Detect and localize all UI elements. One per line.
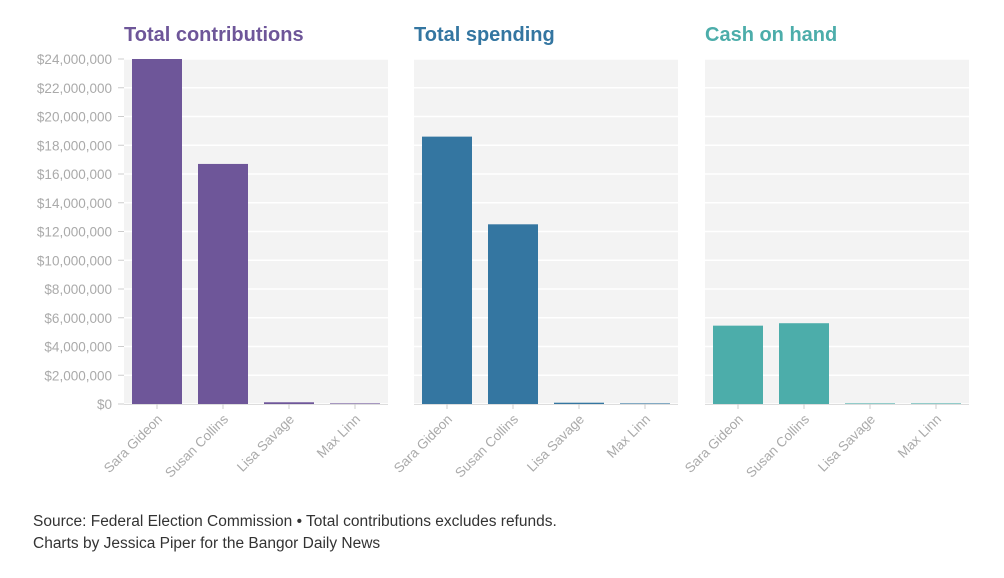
bar (330, 403, 380, 404)
bar (198, 163, 248, 404)
bar (713, 325, 763, 404)
x-tick-label: Lisa Savage (234, 412, 297, 475)
chart-title: Total spending (414, 24, 555, 46)
y-tick-label: $20,000,000 (37, 110, 112, 125)
y-tick-label: $12,000,000 (37, 225, 112, 240)
y-tick-label: $14,000,000 (37, 196, 112, 211)
y-tick-label: $2,000,000 (44, 368, 112, 383)
y-tick-label: $10,000,000 (37, 253, 112, 268)
y-tick-label: $4,000,000 (44, 340, 112, 355)
y-tick-label: $8,000,000 (44, 282, 112, 297)
y-tick-label: $16,000,000 (37, 167, 112, 182)
x-tick-label: Lisa Savage (524, 412, 587, 475)
x-tick-label: Susan Collins (452, 411, 521, 480)
x-tick-label: Susan Collins (162, 411, 231, 480)
bar (488, 224, 538, 404)
bar (132, 59, 182, 404)
x-tick-label: Lisa Savage (815, 412, 878, 475)
y-tick-label: $6,000,000 (44, 311, 112, 326)
bar (554, 402, 604, 404)
footer: Source: Federal Election Commission • To… (33, 511, 557, 555)
y-tick-label: $18,000,000 (37, 138, 112, 153)
y-tick-label: $24,000,000 (37, 52, 112, 67)
bar (620, 403, 670, 404)
x-tick-label: Sara Gideon (391, 412, 455, 476)
x-tick-label: Sara Gideon (101, 412, 165, 476)
x-tick-label: Max Linn (314, 412, 363, 461)
x-tick-label: Max Linn (895, 412, 944, 461)
x-tick-label: Max Linn (604, 412, 653, 461)
y-tick-label: $0 (97, 397, 112, 412)
x-tick-label: Susan Collins (743, 411, 812, 480)
x-tick-label: Sara Gideon (682, 412, 746, 476)
bar (911, 403, 961, 404)
bar (845, 403, 895, 404)
bar (779, 323, 829, 404)
credit-note: Charts by Jessica Piper for the Bangor D… (33, 535, 381, 552)
chart-title: Total contributions (124, 24, 304, 46)
source-note: Source: Federal Election Commission • To… (33, 513, 557, 530)
bar (422, 136, 472, 404)
y-tick-label: $22,000,000 (37, 81, 112, 96)
bar (264, 402, 314, 404)
chart-title: Cash on hand (705, 24, 837, 46)
